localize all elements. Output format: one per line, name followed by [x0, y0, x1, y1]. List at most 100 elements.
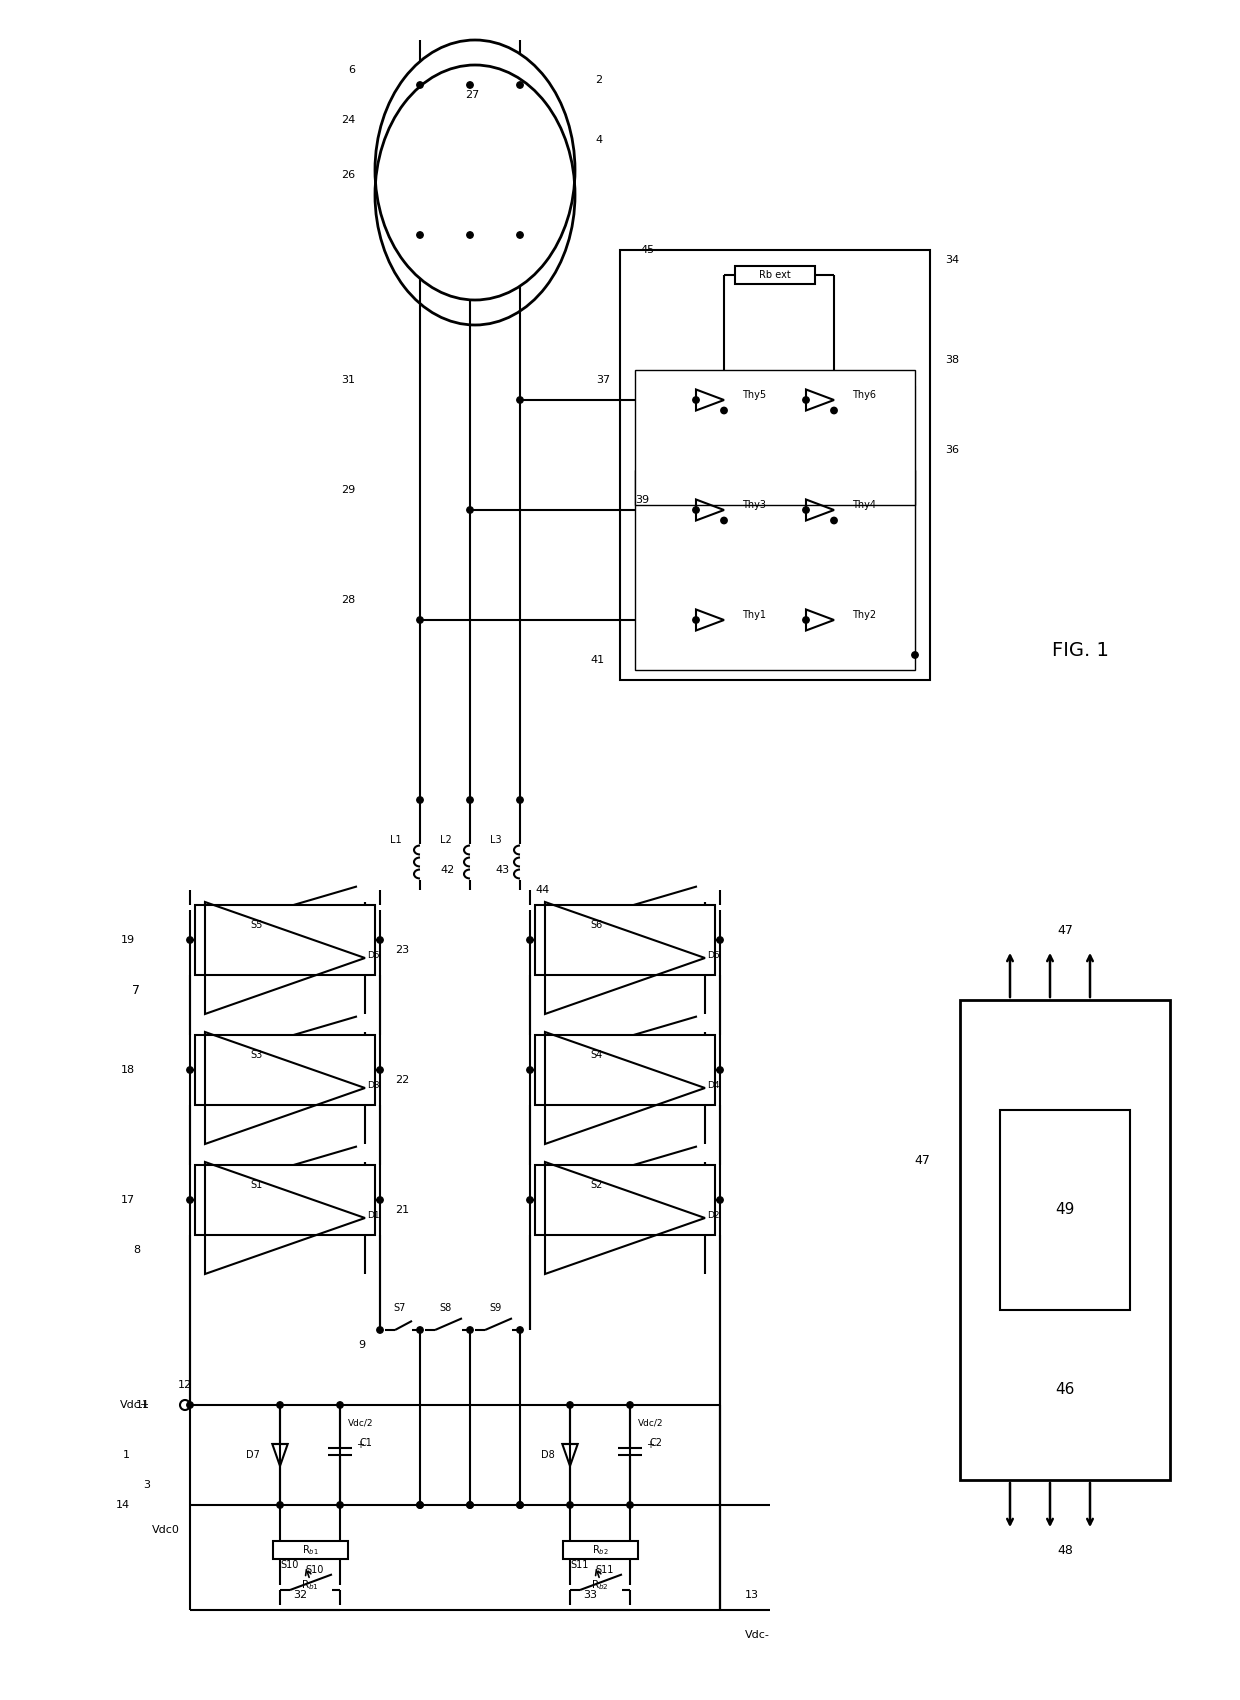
Circle shape	[831, 517, 837, 524]
Circle shape	[466, 231, 474, 238]
Circle shape	[466, 82, 474, 88]
Text: C2: C2	[650, 1438, 663, 1448]
Circle shape	[911, 651, 918, 658]
Text: 39: 39	[635, 495, 649, 505]
Text: 22: 22	[396, 1074, 409, 1085]
Circle shape	[717, 937, 723, 944]
Text: 33: 33	[583, 1590, 596, 1600]
Circle shape	[466, 507, 474, 513]
Text: S4: S4	[590, 1051, 603, 1061]
Circle shape	[417, 617, 423, 624]
Bar	[534, 904, 715, 976]
Text: 21: 21	[396, 1205, 409, 1216]
Circle shape	[517, 396, 523, 403]
Text: 46: 46	[1055, 1382, 1075, 1397]
Circle shape	[417, 797, 423, 802]
Circle shape	[377, 1068, 383, 1073]
Text: S7: S7	[394, 1302, 407, 1312]
Text: 29: 29	[341, 484, 355, 495]
Circle shape	[717, 1197, 723, 1204]
Circle shape	[417, 1501, 423, 1508]
Text: S9: S9	[489, 1302, 501, 1312]
Bar	[195, 1035, 374, 1105]
Text: L2: L2	[440, 835, 453, 845]
Text: S6: S6	[590, 920, 603, 930]
Circle shape	[417, 1501, 423, 1508]
Circle shape	[417, 82, 423, 88]
Circle shape	[517, 1501, 523, 1508]
Text: R$_{b2}$: R$_{b2}$	[591, 1544, 609, 1557]
Text: 4: 4	[595, 134, 603, 145]
Text: 19: 19	[120, 935, 135, 945]
Bar	[273, 1540, 347, 1559]
Circle shape	[466, 1501, 474, 1508]
Circle shape	[187, 1197, 193, 1204]
Text: FIG. 1: FIG. 1	[1052, 641, 1109, 660]
Text: 42: 42	[440, 865, 455, 876]
Text: 48: 48	[1056, 1544, 1073, 1557]
Circle shape	[527, 937, 533, 944]
Text: 23: 23	[396, 945, 409, 955]
Circle shape	[717, 1068, 723, 1073]
Circle shape	[377, 937, 383, 944]
Text: S8: S8	[439, 1302, 451, 1312]
Text: +: +	[356, 1440, 365, 1450]
Circle shape	[417, 1326, 423, 1333]
Bar	[534, 1164, 715, 1234]
Text: +: +	[646, 1440, 653, 1450]
Text: S11: S11	[595, 1566, 614, 1574]
Text: 41: 41	[591, 654, 605, 665]
Text: 24: 24	[341, 116, 355, 126]
Text: Vdc/2: Vdc/2	[348, 1418, 373, 1428]
Text: S1: S1	[250, 1180, 263, 1190]
Bar	[735, 265, 815, 284]
Circle shape	[693, 617, 699, 624]
Text: 45: 45	[640, 245, 655, 255]
Text: 49: 49	[1055, 1202, 1075, 1217]
Circle shape	[802, 617, 810, 624]
Circle shape	[720, 517, 727, 524]
Text: D7: D7	[246, 1450, 260, 1460]
Text: 47: 47	[914, 1154, 930, 1166]
Text: Thy6: Thy6	[852, 389, 875, 400]
Text: 37: 37	[596, 376, 610, 384]
Text: S3: S3	[250, 1051, 263, 1061]
Circle shape	[626, 1402, 634, 1408]
Circle shape	[527, 1197, 533, 1204]
Circle shape	[693, 507, 699, 513]
Bar	[635, 469, 915, 670]
Text: D8: D8	[541, 1450, 556, 1460]
Circle shape	[466, 1326, 474, 1333]
Text: 34: 34	[945, 255, 959, 265]
Circle shape	[626, 1501, 634, 1508]
Text: 36: 36	[945, 445, 959, 456]
Text: S2: S2	[590, 1180, 603, 1190]
Text: 7: 7	[131, 984, 140, 996]
Text: 44: 44	[534, 886, 549, 894]
Text: 43: 43	[496, 865, 510, 876]
Text: D2: D2	[707, 1210, 719, 1219]
Circle shape	[187, 1068, 193, 1073]
Text: R$_{b1}$: R$_{b1}$	[301, 1544, 319, 1557]
Circle shape	[720, 408, 727, 413]
Text: Thy4: Thy4	[852, 500, 875, 510]
Text: Vdc/2: Vdc/2	[639, 1418, 663, 1428]
Circle shape	[517, 1501, 523, 1508]
Text: D3: D3	[367, 1081, 379, 1090]
Circle shape	[377, 1197, 383, 1204]
Text: 6: 6	[348, 65, 355, 75]
Text: S11: S11	[570, 1561, 589, 1571]
Text: 18: 18	[120, 1064, 135, 1074]
Text: Thy2: Thy2	[852, 610, 877, 620]
Text: R$_{b2}$: R$_{b2}$	[591, 1578, 609, 1591]
Text: 38: 38	[945, 355, 959, 366]
Text: 27: 27	[465, 90, 479, 100]
Text: S10: S10	[280, 1561, 299, 1571]
Circle shape	[337, 1501, 343, 1508]
Text: L3: L3	[490, 835, 502, 845]
Text: R$_{b1}$: R$_{b1}$	[301, 1578, 319, 1591]
Text: 1: 1	[123, 1450, 130, 1460]
Circle shape	[337, 1402, 343, 1408]
Text: 31: 31	[341, 376, 355, 384]
Text: D6: D6	[707, 950, 719, 959]
